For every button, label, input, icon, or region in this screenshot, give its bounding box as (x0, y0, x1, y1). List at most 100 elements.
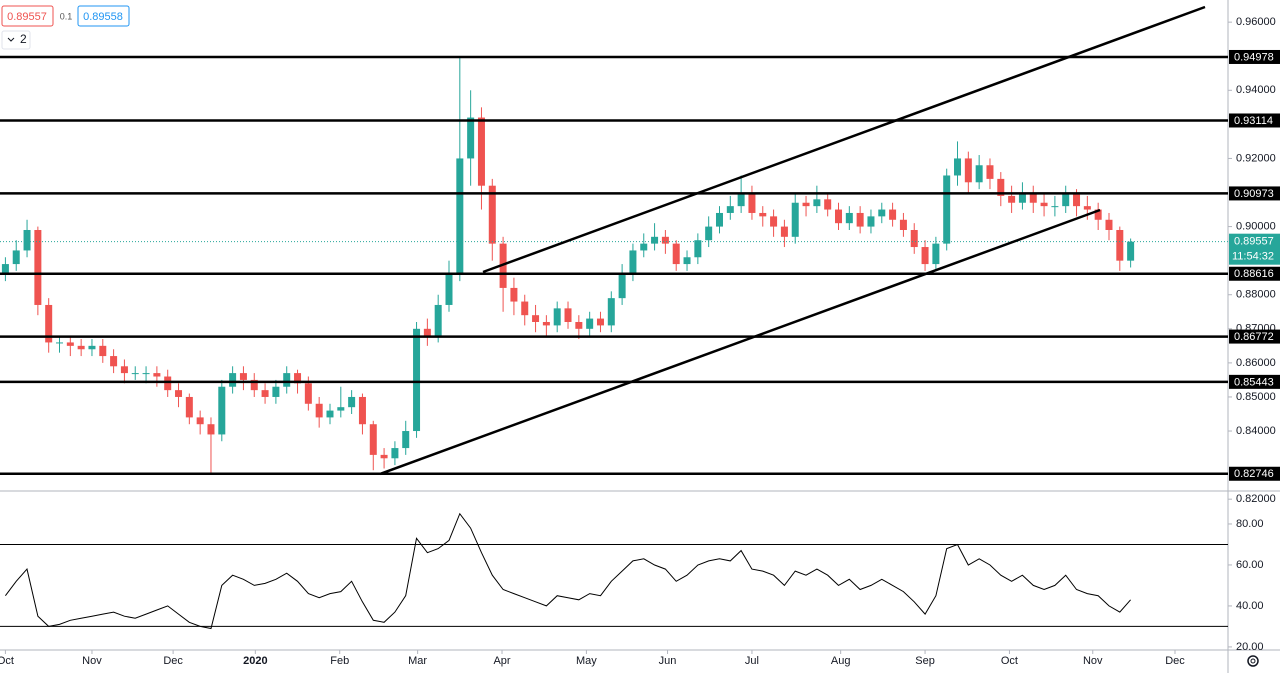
candle-body (726, 206, 734, 213)
candle-body (261, 390, 269, 397)
y-tick-label: 0.88000 (1236, 289, 1276, 301)
x-tick-label: Feb (330, 655, 349, 667)
candle-body (575, 321, 583, 329)
candle-body (99, 345, 107, 357)
x-tick-label: Sep (915, 655, 935, 667)
level-label-bg (1229, 113, 1280, 128)
gear[interactable] (1247, 655, 1259, 667)
x-tick-label: Aug (831, 655, 851, 667)
candle-body (380, 454, 388, 459)
candle-body (607, 298, 615, 326)
trendline-upper (482, 5, 1206, 274)
last-price-bg (1229, 233, 1280, 265)
candle-body (715, 212, 723, 227)
bid-box[interactable] (1, 5, 54, 27)
candle-body (294, 373, 302, 384)
x-tick-label: Mar (408, 655, 427, 667)
x-tick-label: Oct (1001, 655, 1018, 667)
rsi-tick-label: 40.00 (1236, 600, 1264, 612)
y-tick-label: 0.85000 (1236, 391, 1276, 403)
x-tick-label: Apr (493, 655, 510, 667)
ask-box[interactable] (77, 5, 130, 27)
candle-body (337, 407, 345, 411)
candle-body (629, 250, 637, 275)
x-tick-label: May (576, 655, 597, 667)
candle-body (1008, 195, 1016, 203)
candle-body (467, 117, 475, 159)
level-label-bg (1229, 374, 1280, 389)
rsi-tick-label: 80.00 (1236, 518, 1264, 530)
candle-body (1116, 229, 1124, 261)
candle-body (1062, 192, 1070, 207)
candle-body (1094, 209, 1102, 220)
settings-icon[interactable] (1247, 655, 1259, 667)
rsi-line (4, 512, 1131, 630)
candle-body (207, 424, 215, 435)
candle-body (899, 219, 907, 230)
candle-body (867, 216, 875, 227)
candle-body (315, 403, 323, 418)
candle-body (780, 226, 788, 237)
candle-body (845, 212, 853, 224)
candle-body (564, 308, 572, 322)
level-label: 0.82746 (1234, 468, 1274, 480)
level-label-bg (1229, 266, 1280, 281)
candle-body (943, 175, 951, 244)
level-label-bg (1229, 186, 1280, 201)
plot (0, 21, 1232, 654)
candle-body (910, 229, 918, 248)
candle-body (423, 328, 431, 336)
candle-body (185, 396, 193, 418)
candle-body (1127, 241, 1135, 261)
y-tick-label: 0.90000 (1236, 220, 1276, 232)
indicator-toggle[interactable] (1, 30, 31, 50)
candle-body (369, 424, 377, 455)
level-label-bg (1229, 466, 1280, 481)
chevron (7, 37, 15, 42)
candle-body (12, 250, 20, 265)
candle-body (1040, 202, 1048, 207)
x-tick-label: Oct (0, 655, 14, 667)
candle-body (510, 287, 518, 302)
candle-body (413, 328, 421, 432)
candle-body (445, 274, 453, 305)
candle-body (239, 373, 247, 380)
candle-body (878, 209, 886, 217)
candle-body (705, 226, 713, 241)
level-label: 0.90973 (1234, 188, 1274, 200)
level-label: 0.88616 (1234, 268, 1274, 280)
y-tick-label: 0.92000 (1236, 152, 1276, 164)
candle-body (964, 158, 972, 183)
candle-body (542, 321, 550, 326)
indicator-count: 2 (20, 32, 27, 46)
candle-body (683, 257, 691, 265)
gear-center (1250, 658, 1256, 664)
candle-body (1029, 192, 1037, 203)
trendline-lower (379, 208, 1101, 476)
x-tick-label: Nov (82, 655, 102, 667)
candle-body (975, 165, 983, 183)
level-label: 0.85443 (1234, 376, 1274, 388)
candle-body (196, 417, 204, 425)
candle-body (218, 386, 226, 435)
candle-body (391, 448, 399, 459)
level-label: 0.94978 (1234, 51, 1274, 63)
candle-body (856, 212, 864, 227)
x-tick-label: Dec (163, 655, 183, 667)
candle-body (56, 342, 64, 344)
candle-body (954, 158, 962, 176)
candle-body (1105, 219, 1113, 230)
y-tick-label: 0.94000 (1236, 84, 1276, 96)
last-price-label: 0.89557 (1234, 236, 1274, 248)
rsi-tick-label: 60.00 (1236, 559, 1264, 571)
spread: 0.1 (60, 11, 73, 21)
candle-body (153, 373, 161, 377)
candle-body (759, 212, 767, 217)
axis-labels: 0.960000.940000.920000.900000.880000.870… (0, 16, 1280, 667)
candle-body (748, 192, 756, 213)
candle-body (142, 373, 150, 375)
candle-body (23, 229, 31, 251)
countdown: 11:54:32 (1232, 251, 1274, 263)
candle-body (802, 202, 810, 207)
